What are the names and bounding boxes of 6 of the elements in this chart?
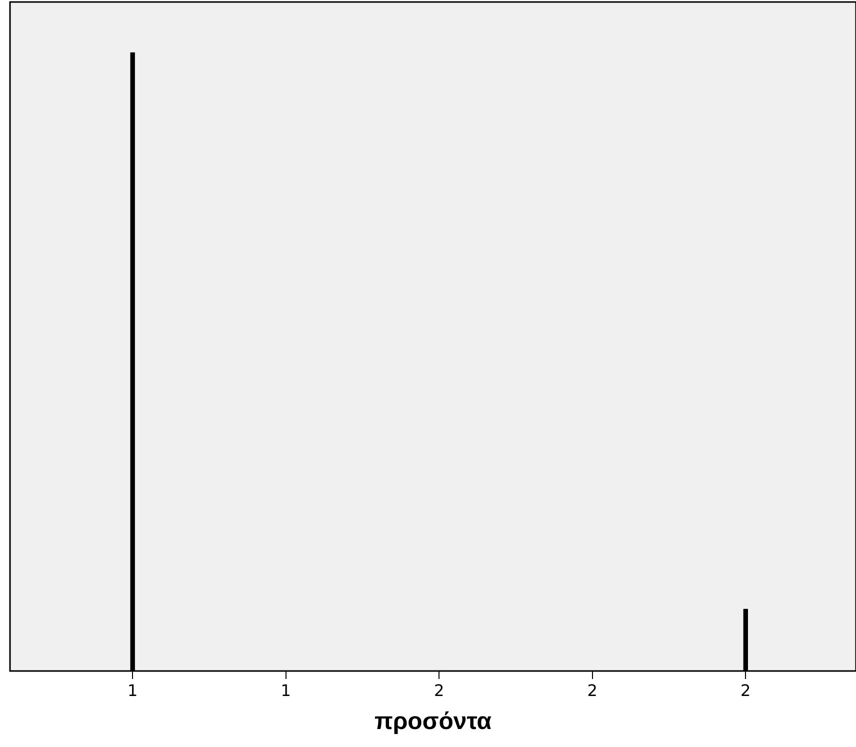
x-tick-label: 2 <box>434 680 444 700</box>
x-tick-label: 2 <box>740 680 751 700</box>
x-axis-title: προσόντα <box>374 708 492 736</box>
x-tick-label: 2 <box>587 680 598 700</box>
x-tick-label: 1 <box>280 680 291 700</box>
x-tick-label: 1 <box>128 680 138 700</box>
